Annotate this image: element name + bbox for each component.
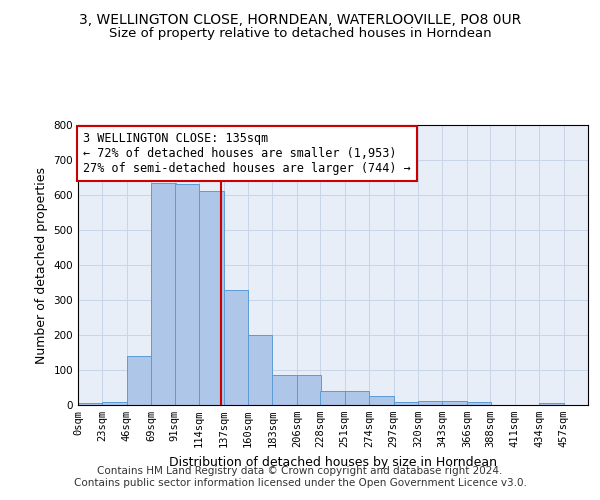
Bar (127, 356, 151, 405)
Bar (272, 375, 297, 405)
Text: 3 WELLINGTON CLOSE: 135sqm
← 72% of detached houses are smaller (1,953)
27% of s: 3 WELLINGTON CLOSE: 135sqm ← 72% of deta… (83, 132, 411, 175)
Y-axis label: Number of detached properties: Number of detached properties (35, 166, 48, 364)
Bar (151, 182, 176, 405)
Bar (467, 402, 491, 405)
Bar (103, 402, 127, 405)
Bar (175, 184, 199, 405)
Bar (394, 402, 418, 405)
Bar (297, 375, 322, 405)
Bar (418, 401, 442, 405)
Bar (78, 403, 103, 405)
Bar (224, 290, 248, 405)
Bar (539, 403, 563, 405)
Bar (248, 335, 272, 405)
Bar (320, 391, 344, 405)
Bar (369, 396, 394, 405)
Bar (442, 401, 467, 405)
Text: 3, WELLINGTON CLOSE, HORNDEAN, WATERLOOVILLE, PO8 0UR: 3, WELLINGTON CLOSE, HORNDEAN, WATERLOOV… (79, 12, 521, 26)
Text: Size of property relative to detached houses in Horndean: Size of property relative to detached ho… (109, 28, 491, 40)
Text: Contains HM Land Registry data © Crown copyright and database right 2024.
Contai: Contains HM Land Registry data © Crown c… (74, 466, 526, 487)
Bar (344, 391, 369, 405)
Bar (199, 192, 224, 405)
X-axis label: Distribution of detached houses by size in Horndean: Distribution of detached houses by size … (169, 456, 497, 468)
